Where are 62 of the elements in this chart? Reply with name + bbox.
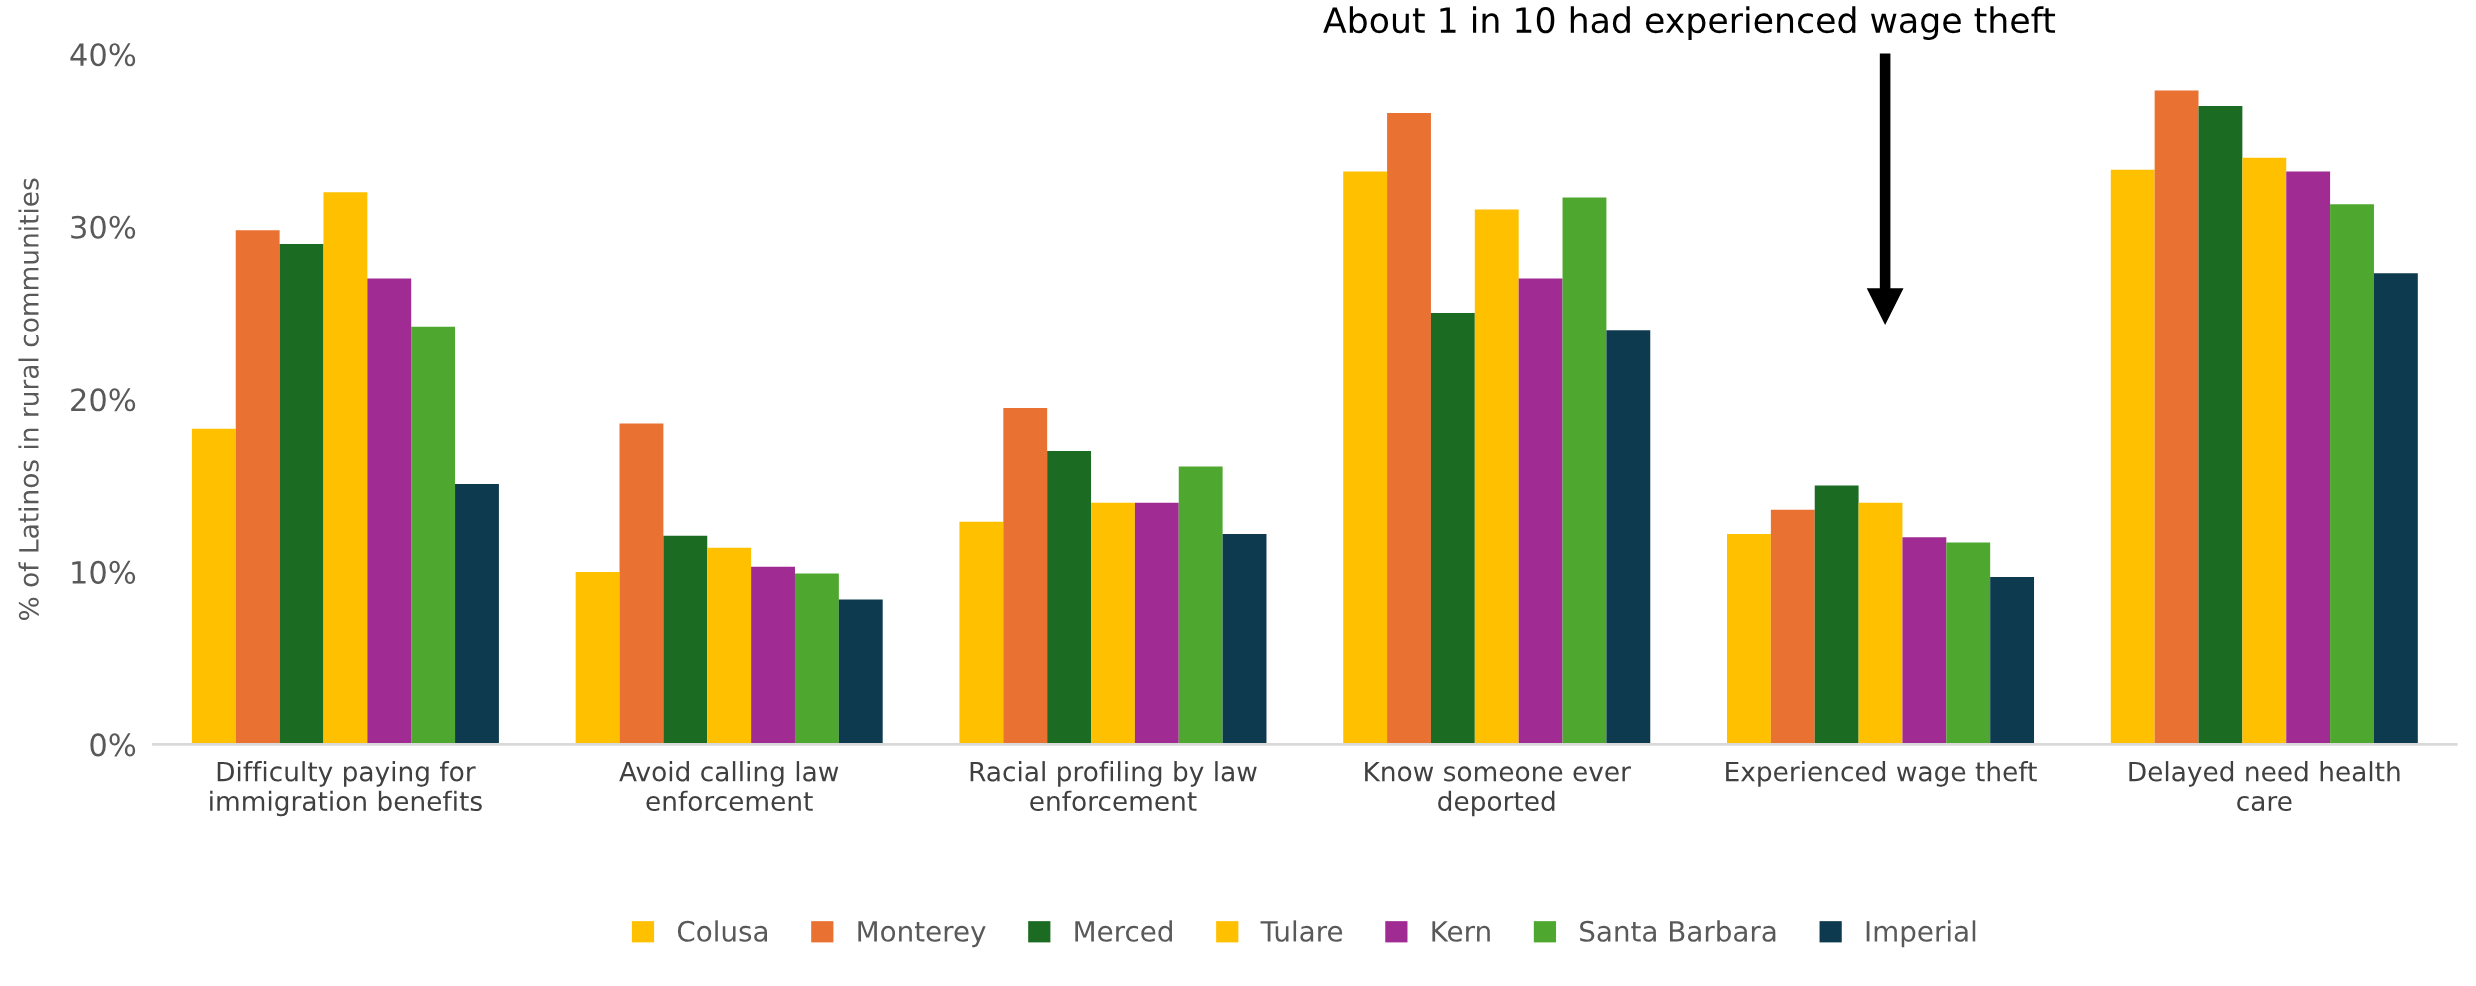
bar	[1562, 197, 1607, 745]
x-tick-label: Racial profiling by law enforcement	[970, 761, 1257, 812]
x-tick-label: Experienced wage theft	[1726, 761, 2037, 787]
text: About 1 in 10 had experienced wage theft	[1323, 6, 2056, 40]
bar	[838, 599, 883, 745]
bar	[2110, 169, 2155, 745]
x-tick-label: Difficulty paying for immigration benefits	[210, 761, 482, 817]
bar	[2330, 204, 2374, 745]
bar	[191, 428, 236, 745]
bar	[1858, 502, 1903, 745]
legend-label: Merced	[1075, 920, 1172, 942]
bar	[367, 278, 412, 745]
legend-label: Monterey	[858, 921, 986, 948]
y-tick-label: 0%	[90, 733, 136, 757]
bar	[1727, 533, 1771, 745]
bar	[1990, 577, 2035, 745]
bar	[663, 535, 708, 745]
bar	[455, 483, 499, 745]
bar	[619, 423, 664, 745]
bar	[575, 571, 620, 745]
bar	[707, 547, 752, 745]
y-tick-label: 20%	[71, 388, 136, 412]
bar	[1091, 502, 1135, 745]
bar	[1134, 502, 1179, 745]
y-tick-label: 30%	[71, 215, 136, 239]
bar	[235, 230, 280, 745]
bar	[411, 326, 456, 745]
legend-label: Kern	[1432, 921, 1490, 942]
bar	[1814, 485, 1859, 745]
legend-label: Tulare	[1260, 920, 1343, 942]
bar	[1178, 466, 1223, 745]
x-tick-label: Know someone ever deported	[1365, 761, 1631, 817]
bar	[1946, 542, 1991, 745]
bar	[751, 566, 795, 745]
bar	[1047, 451, 1092, 745]
bar	[2242, 157, 2287, 745]
bar	[1430, 313, 1475, 745]
bar	[1222, 533, 1267, 745]
bar	[279, 244, 324, 745]
bar	[2198, 106, 2243, 745]
bar	[1474, 209, 1519, 745]
legend-label: Imperial	[1866, 920, 1976, 948]
bar	[1518, 278, 1563, 745]
bar	[1902, 537, 1947, 745]
bar	[959, 521, 1004, 745]
bar	[1770, 509, 1815, 745]
y-tick-label: 40%	[70, 43, 136, 67]
bar	[2286, 171, 2331, 745]
y-axis-title: % of Latinos in rural communities	[18, 178, 39, 620]
bar	[1387, 112, 1431, 745]
bar	[2154, 90, 2199, 745]
x-tick-label: Delayed need health care	[2129, 761, 2400, 812]
y-tick-label: 10%	[72, 560, 136, 584]
legend-label: Colusa	[677, 920, 768, 942]
x-tick-label: Avoid calling law enforcement	[619, 761, 839, 812]
legend-label: Santa Barbara	[1580, 920, 1776, 942]
bar	[1606, 330, 1651, 745]
bar	[1343, 171, 1388, 745]
bar	[794, 573, 839, 745]
bar	[1003, 407, 1048, 745]
bar	[323, 192, 368, 745]
bar	[2373, 273, 2418, 745]
